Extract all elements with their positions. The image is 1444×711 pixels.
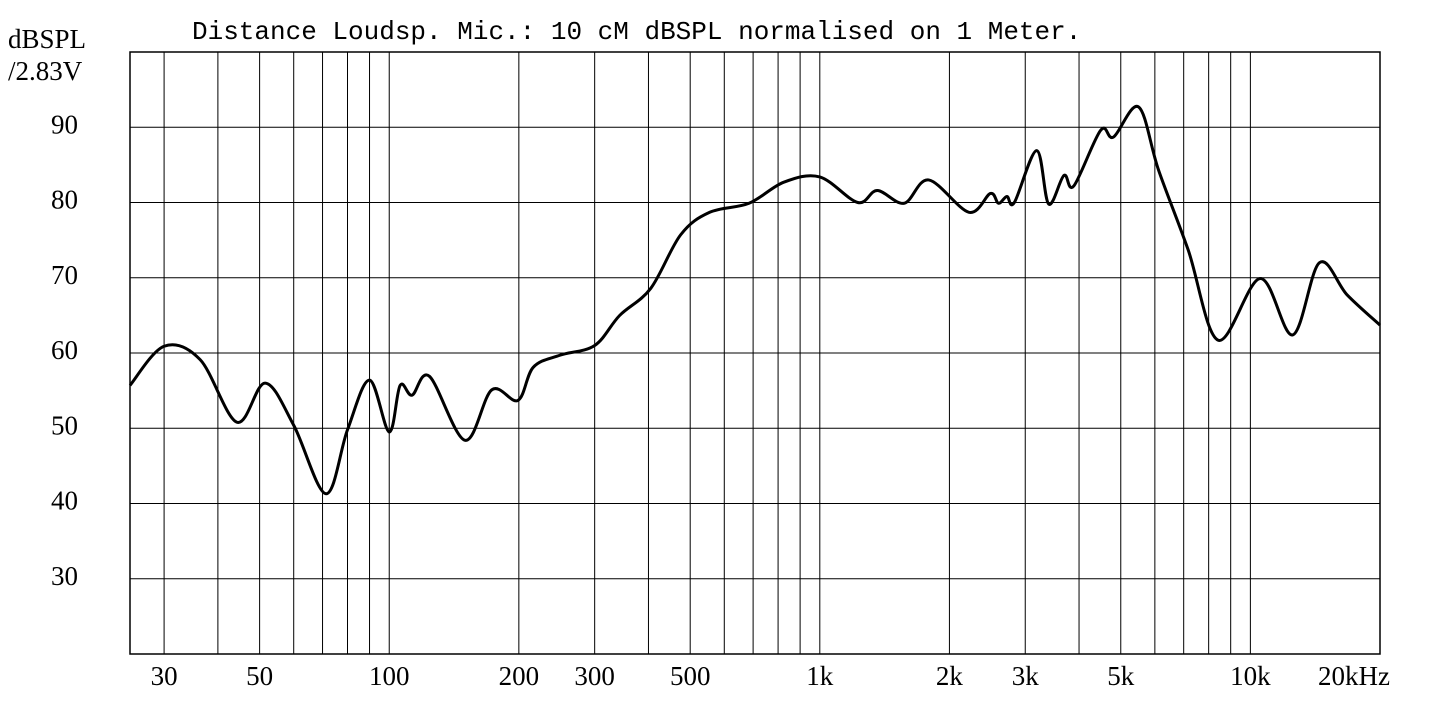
x-tick-label: 100 (369, 661, 410, 691)
y-axis-label: /2.83V (8, 56, 83, 86)
x-tick-label: 500 (670, 661, 711, 691)
x-tick-label: 50 (246, 661, 273, 691)
y-tick-label: 90 (51, 109, 78, 139)
x-tick-label: 1k (806, 661, 834, 691)
y-tick-label: 50 (51, 410, 78, 440)
x-tick-label: 5k (1107, 661, 1135, 691)
y-tick-label: 60 (51, 335, 78, 365)
x-tick-label: 3k (1012, 661, 1040, 691)
x-tick-label: 10k (1230, 661, 1271, 691)
x-tick-label: 30 (151, 661, 178, 691)
y-tick-label: 80 (51, 185, 78, 215)
x-tick-label: 200 (499, 661, 540, 691)
x-tick-label: 2k (936, 661, 964, 691)
x-tick-label: 20kHz (1318, 661, 1390, 691)
y-tick-label: 40 (51, 486, 78, 516)
y-tick-label: 70 (51, 260, 78, 290)
x-tick-label: 300 (574, 661, 615, 691)
y-axis-label: dBSPL (8, 24, 86, 54)
y-tick-label: 30 (51, 561, 78, 591)
response-curve (128, 104, 1382, 496)
chart-title: Distance Loudsp. Mic.: 10 cM dBSPL norma… (192, 17, 1081, 47)
